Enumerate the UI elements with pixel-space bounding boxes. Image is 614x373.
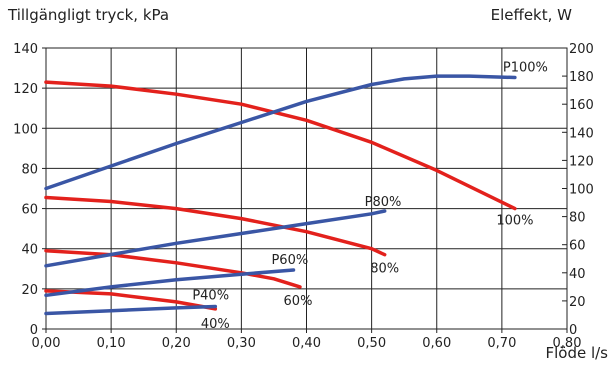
y-right-tick-label: 140 [569,126,594,141]
y-right-tick-label: 0 [569,323,577,338]
y-left-tick-label: 120 [13,82,38,97]
power-curve-P100 [44,74,517,191]
power-curve-P40 [44,304,218,316]
y-axis-right-title: Eleffekt, W [490,6,572,24]
y-right-tick-label: 180 [569,70,594,85]
x-tick-label: 0,50 [357,336,386,351]
power-curve-P60 [44,268,296,298]
y-right-tick-label: 160 [569,98,594,113]
y-right-tick-label: 80 [569,211,586,226]
y-right-tick-label: 60 [569,239,586,254]
pressure-curve-100 [44,80,517,211]
x-tick-label: 0,60 [422,336,451,351]
x-tick-label: 0,00 [32,336,61,351]
y-left-tick-label: 80 [21,162,38,177]
power-curve-label: P100% [503,61,548,76]
pressure-curve-label: 40% [201,317,230,332]
y-right-tick-label: 200 [569,42,594,57]
y-left-tick-label: 20 [21,283,38,298]
y-right-tick-label: 100 [569,183,594,198]
y-left-tick-label: 0 [30,323,38,338]
y-left-tick-label: 140 [13,42,38,57]
power-curve-P80 [44,209,387,268]
y-left-tick-label: 60 [21,203,38,218]
power-curve-label: P80% [365,195,402,210]
x-tick-label: 0,30 [227,336,256,351]
x-tick-label: 0,80 [553,336,582,351]
x-axis-title: Flöde l/s [545,344,608,362]
y-right-tick-label: 20 [569,295,586,310]
y-axis-left-title: Tillgängligt tryck, kPa [8,6,170,24]
power-curve-label: P60% [271,253,308,268]
pressure-curve-80 [44,195,387,257]
pressure-curve-label: 60% [284,294,313,309]
pressure-curve-60 [44,248,302,289]
x-tick-label: 0,40 [292,336,321,351]
x-tick-label: 0,70 [487,336,516,351]
pressure-curve-label: 80% [370,262,399,277]
y-right-tick-label: 120 [569,154,594,169]
y-left-tick-label: 100 [13,122,38,137]
y-left-tick-label: 40 [21,243,38,258]
y-right-tick-label: 40 [569,267,586,282]
power-curve-label: P40% [192,289,229,304]
pressure-curve-label: 100% [496,214,533,229]
x-tick-label: 0,20 [162,336,191,351]
x-tick-label: 0,10 [97,336,126,351]
